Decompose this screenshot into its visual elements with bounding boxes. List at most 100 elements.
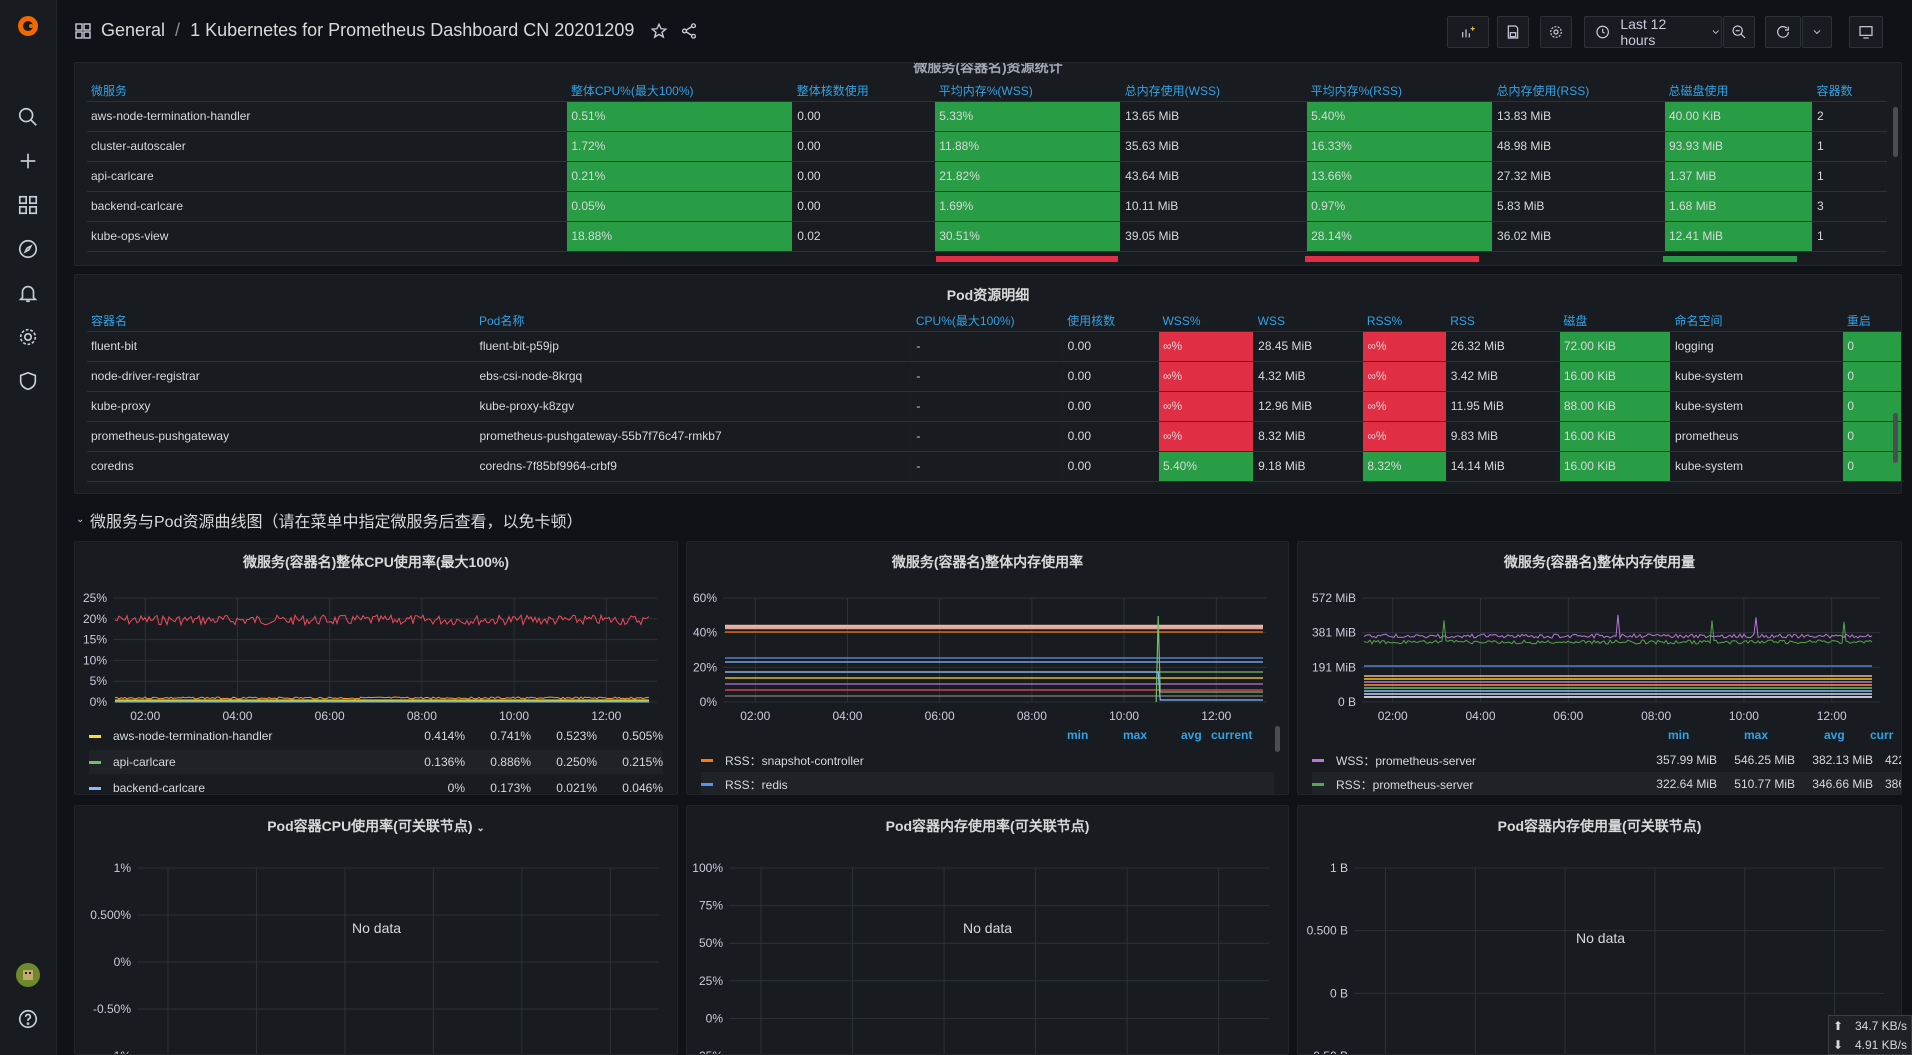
cpu-graph[interactable]: 25% 20% 15% 10% 5% 0% 02:00 04:00 06:00 08:00 10:0… bbox=[75, 582, 678, 762]
column-header[interactable]: 命名空间 bbox=[1670, 311, 1843, 332]
series-line bbox=[725, 671, 1263, 701]
legend-header-current[interactable]: curr bbox=[1870, 728, 1894, 742]
legend-item[interactable]: api-carlcare 0.136% 0.886% 0.250% 0.215% bbox=[89, 750, 663, 774]
legend-header-min[interactable]: min bbox=[1067, 728, 1089, 742]
pod-table: 容器名 Pod名称 CPU%(最大100%) 使用核数 WSS% WSS RSS% RSS 磁盘… bbox=[87, 311, 1901, 482]
table-scrollbar[interactable] bbox=[1893, 107, 1898, 157]
grafana-logo-icon[interactable] bbox=[16, 14, 40, 38]
dashboard-settings-button[interactable] bbox=[1540, 16, 1572, 48]
y-tick-label: 0% bbox=[700, 695, 718, 709]
help-icon[interactable] bbox=[16, 1007, 40, 1031]
table-row[interactable]: coredns coredns-7f85bf9964-crbf9-0.00 5.40… bbox=[87, 451, 1901, 482]
column-header[interactable]: 整体CPU%(最大100%) bbox=[566, 81, 793, 102]
column-header[interactable]: 平均内存%(WSS) bbox=[934, 81, 1121, 102]
legend-item[interactable]: WSS：prometheus-server 357.99 MiB 546.25 Mi… bbox=[1312, 748, 1901, 772]
table-row[interactable]: prometheus-pushgateway prometheus-pushgat… bbox=[87, 421, 1901, 452]
legend-item[interactable]: aws-node-termination-handler 0.414% 0.741%… bbox=[89, 724, 663, 748]
time-picker-button[interactable]: Last 12 hours bbox=[1584, 16, 1722, 48]
table-cell: 0.00 bbox=[792, 191, 936, 222]
pod-memory-usage-graph[interactable]: 1 B 0.500 B 0 B -0.50 B bbox=[1298, 842, 1902, 1055]
row-title[interactable]: 微服务与Pod资源曲线图（请在菜单中指定微服务后查看，以免卡顿） bbox=[90, 514, 583, 531]
dashboards-grid-icon[interactable] bbox=[16, 193, 40, 217]
legend-header-max[interactable]: max bbox=[1744, 728, 1769, 742]
refresh-button[interactable] bbox=[1765, 16, 1801, 48]
column-header[interactable]: WSS% bbox=[1158, 311, 1254, 332]
configuration-gear-icon[interactable] bbox=[16, 325, 40, 349]
column-header[interactable]: Pod名称 bbox=[474, 311, 912, 332]
server-admin-shield-icon[interactable] bbox=[16, 369, 40, 393]
legend-item[interactable]: backend-carlcare 0% 0.173% 0.021% 0.046% bbox=[89, 776, 663, 794]
table-scrollbar[interactable] bbox=[1893, 413, 1898, 463]
legend-header-current[interactable]: current bbox=[1211, 728, 1253, 742]
create-plus-icon[interactable] bbox=[16, 149, 40, 173]
table-row[interactable]: api-carlcare 0.21% 0.00 21.82% 43.64 MiB 13.6… bbox=[87, 161, 1888, 192]
tv-mode-button[interactable] bbox=[1849, 16, 1883, 48]
column-header[interactable]: 微服务 bbox=[87, 81, 567, 102]
collapse-chevron-icon[interactable]: ⌄ bbox=[76, 514, 85, 525]
y-tick-label: 75% bbox=[699, 899, 723, 913]
alerting-bell-icon[interactable] bbox=[16, 281, 40, 305]
panel-title[interactable]: Pod容器内存使用量(可关联节点) bbox=[1497, 818, 1702, 834]
panel-title[interactable]: Pod容器CPU使用率(可关联节点) ⌄ bbox=[75, 816, 677, 836]
column-header[interactable]: 容器数 bbox=[1812, 81, 1887, 102]
legend-header-avg[interactable]: avg bbox=[1181, 728, 1202, 742]
column-header[interactable]: CPU%(最大100%) bbox=[911, 311, 1064, 332]
legend-header-avg[interactable]: avg bbox=[1824, 728, 1845, 742]
x-tick-label: 04:00 bbox=[1466, 709, 1496, 723]
column-header[interactable]: 磁盘 bbox=[1559, 311, 1671, 332]
memory-usage-graph[interactable]: 572 MiB 381 MiB 191 MiB 0 B 02:00 04:00 06:00 0… bbox=[1298, 582, 1902, 762]
column-header[interactable]: 总内存使用(WSS) bbox=[1120, 81, 1307, 102]
panel-title[interactable]: Pod容器内存使用率(可关联节点) bbox=[885, 818, 1090, 834]
column-header[interactable]: 总磁盘使用 bbox=[1664, 81, 1813, 102]
zoom-out-button[interactable] bbox=[1723, 16, 1755, 48]
x-tick-label: 04:00 bbox=[222, 709, 252, 723]
user-avatar[interactable] bbox=[16, 963, 40, 987]
search-icon[interactable] bbox=[16, 105, 40, 129]
table-cell: 0 bbox=[1842, 421, 1901, 452]
legend-max: 510.77 MiB bbox=[1734, 777, 1795, 791]
table-row[interactable]: kube-ops-view 18.88% 0.02 30.51% 39.05 MiB 28… bbox=[87, 221, 1888, 252]
table-cell: 88.00 KiB bbox=[1559, 391, 1672, 422]
panel-title[interactable]: 微服务(容器名)整体CPU使用率(最大100%) bbox=[242, 554, 509, 570]
legend-header-min[interactable]: min bbox=[1668, 728, 1690, 742]
column-header[interactable]: RSS% bbox=[1362, 311, 1447, 332]
column-header[interactable]: 整体核数使用 bbox=[792, 81, 935, 102]
table-row[interactable]: cluster-autoscaler 1.72% 0.00 11.88% 35.63 M… bbox=[87, 131, 1888, 162]
breadcrumb-folder[interactable]: General bbox=[101, 20, 166, 40]
legend-scrollbar[interactable] bbox=[1275, 726, 1280, 752]
legend-item[interactable]: RSS：snapshot-controller bbox=[701, 748, 1274, 772]
table-cell: - bbox=[911, 331, 1064, 362]
share-icon[interactable] bbox=[680, 22, 698, 40]
download-speed: 4.91 KB/s bbox=[1854, 1038, 1907, 1052]
pod-memory-rate-graph[interactable]: 100% 75% 50% 25% 0% -25% bbox=[687, 842, 1289, 1055]
legend-header-max[interactable]: max bbox=[1123, 728, 1148, 742]
panel-title[interactable]: 微服务(容器名)整体内存使用量 bbox=[1503, 554, 1696, 570]
legend-item[interactable]: RSS：prometheus-server 322.64 MiB 510.77 Mi… bbox=[1312, 772, 1901, 794]
column-header[interactable]: 容器名 bbox=[87, 311, 475, 332]
dashboard-title[interactable]: 1 Kubernetes for Prometheus Dashboard CN… bbox=[190, 20, 635, 40]
legend-item[interactable]: RSS：redis bbox=[701, 772, 1274, 794]
panel-title[interactable]: Pod资源明细 bbox=[946, 287, 1030, 303]
column-header[interactable]: WSS bbox=[1253, 311, 1363, 332]
explore-compass-icon[interactable] bbox=[16, 237, 40, 261]
table-row[interactable]: kube-proxy kube-proxy-k8zgv -0.00 ∞% 12.96 M… bbox=[87, 391, 1901, 422]
pod-cpu-graph[interactable]: 1% 0.500% 0% -0.50% -1% bbox=[75, 842, 678, 1055]
table-row[interactable]: fluent-bit fluent-bit-p59jp -0.00 ∞% 28.45 M… bbox=[87, 331, 1901, 362]
column-header[interactable]: 重启 bbox=[1842, 311, 1901, 332]
table-row[interactable]: node-driver-registrar ebs-csi-node-8krgq -… bbox=[87, 361, 1901, 392]
column-header[interactable]: 总内存使用(RSS) bbox=[1492, 81, 1665, 102]
column-header[interactable]: 平均内存%(RSS) bbox=[1306, 81, 1493, 102]
panel-title[interactable]: 微服务(容器名)整体内存使用率 bbox=[891, 554, 1084, 570]
save-dashboard-button[interactable] bbox=[1497, 16, 1529, 48]
table-row[interactable]: backend-carlcare 0.05% 0.00 1.69% 10.11 MiB 0… bbox=[87, 191, 1888, 222]
memory-rate-graph[interactable]: 60% 40% 20% 0% 02:00 04:00 06:00 08:00 10:00 12:0… bbox=[687, 582, 1289, 762]
legend-label: WSS：prometheus-server bbox=[1336, 753, 1477, 768]
panel-title[interactable]: 微服务(容器名)资源统计 bbox=[913, 62, 1063, 75]
star-icon[interactable] bbox=[650, 22, 668, 40]
column-header[interactable]: 使用核数 bbox=[1063, 311, 1159, 332]
table-row[interactable]: aws-node-termination-handler 0.51% 0.00 5.3… bbox=[87, 101, 1888, 132]
add-panel-button[interactable] bbox=[1447, 16, 1489, 48]
column-header[interactable]: RSS bbox=[1446, 311, 1560, 332]
refresh-interval-dropdown[interactable] bbox=[1802, 16, 1832, 48]
y-tick-label: -1% bbox=[110, 1049, 132, 1055]
